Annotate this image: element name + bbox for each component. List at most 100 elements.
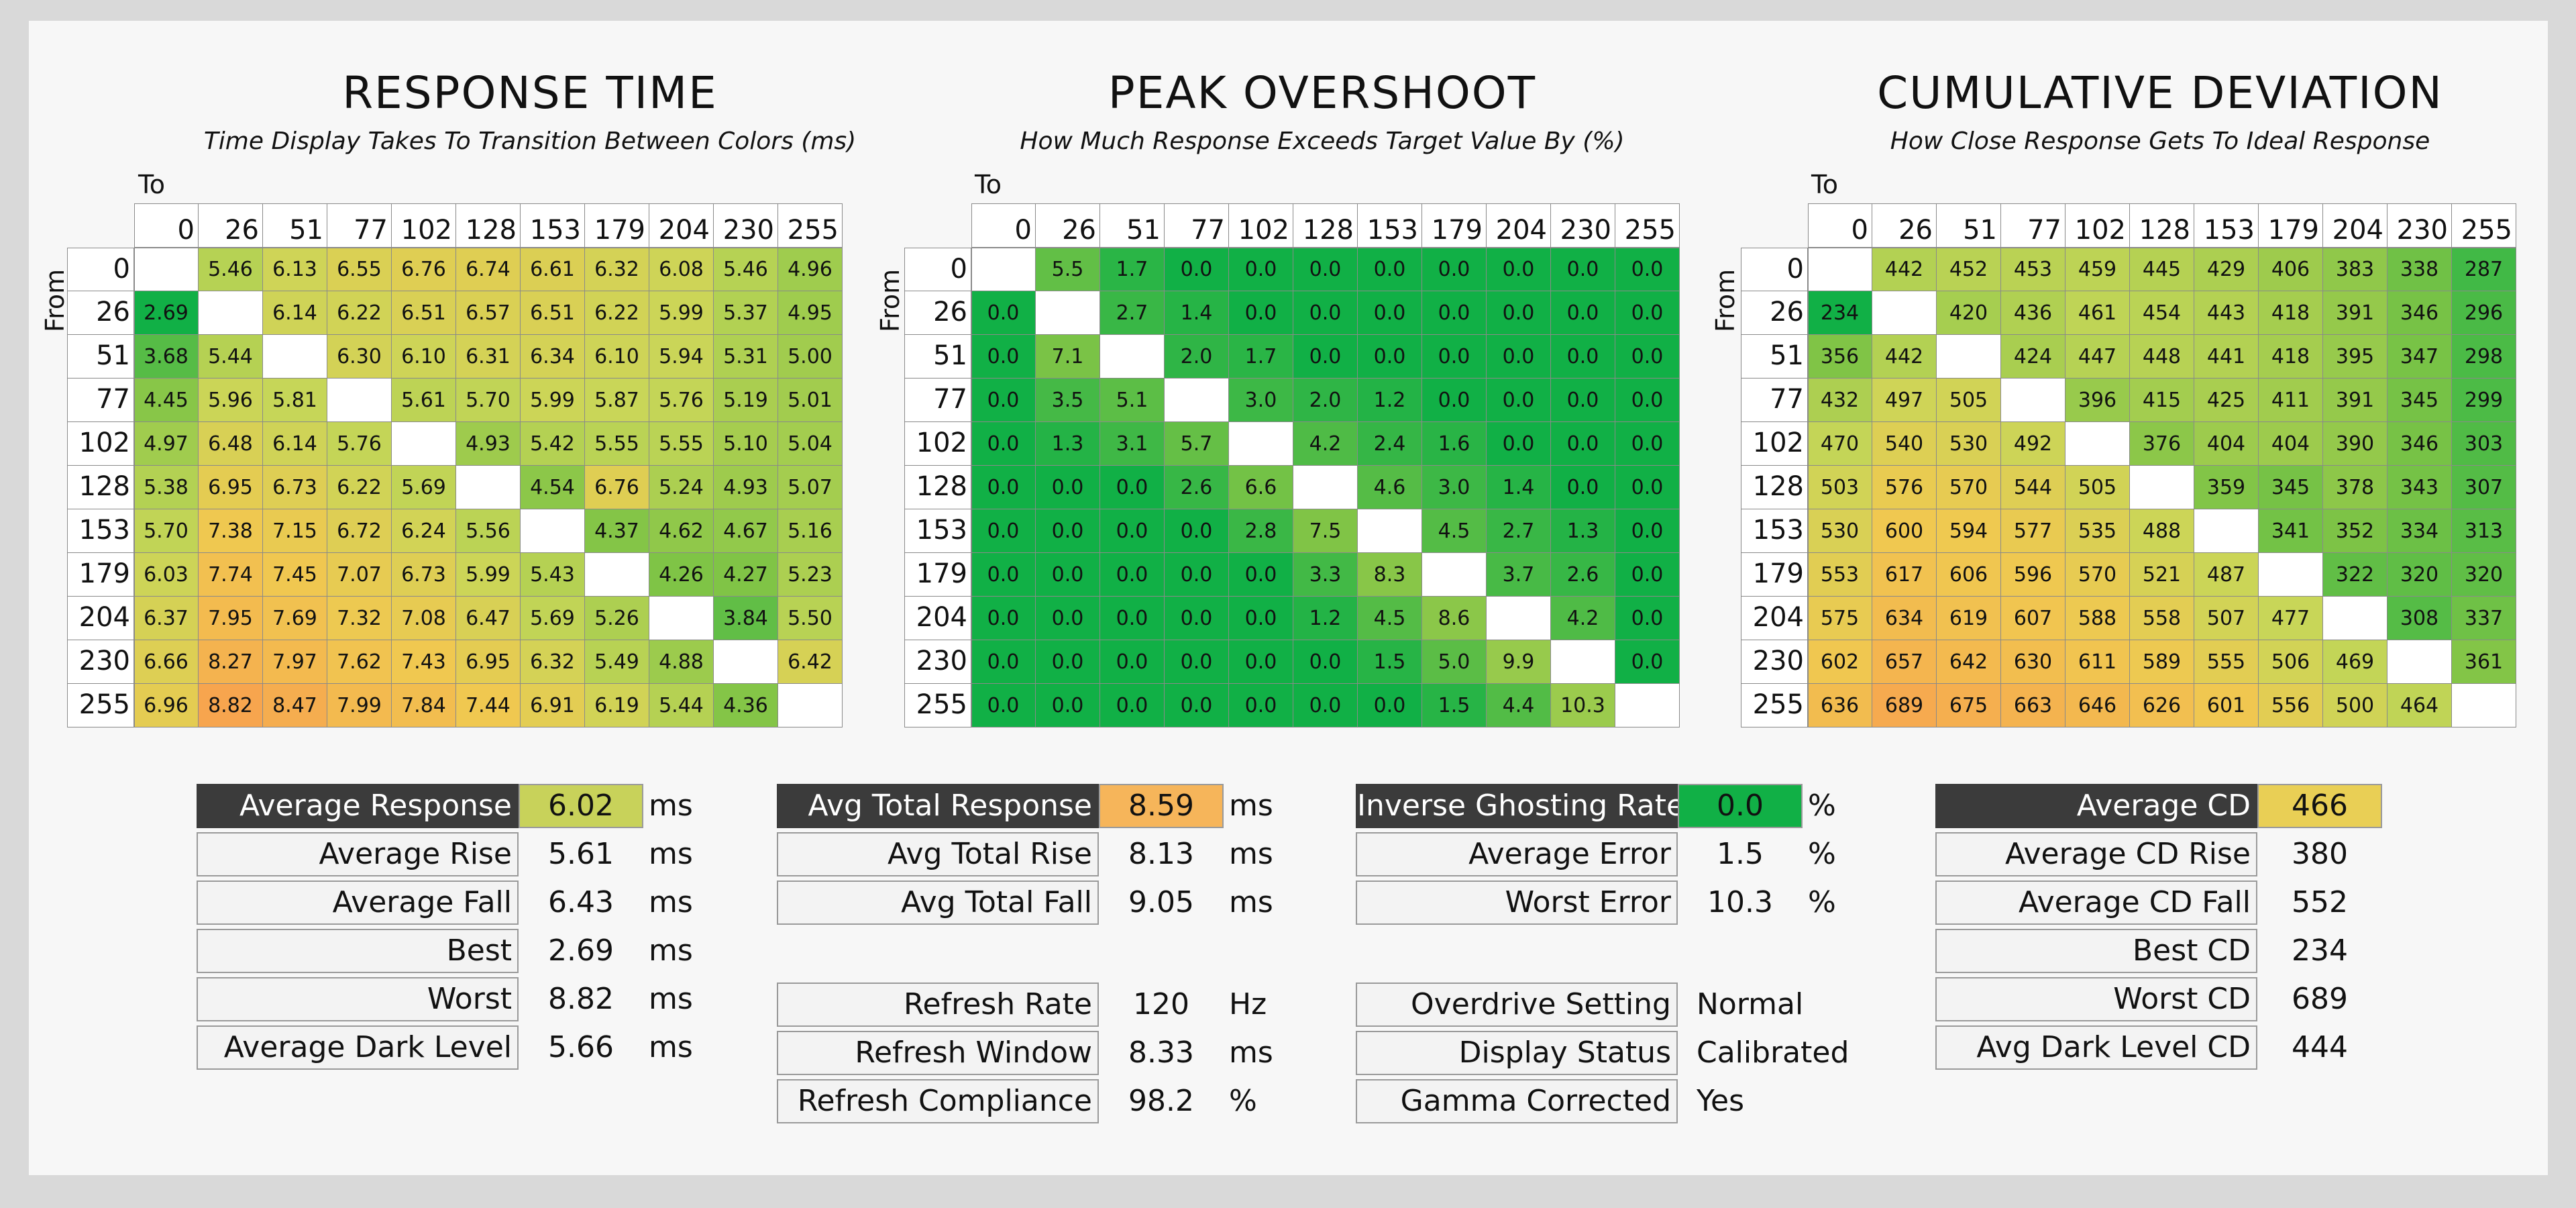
response-time-cell: 4.93 xyxy=(456,422,521,466)
peak-overshoot-cell: 0.0 xyxy=(1615,291,1680,335)
response-time-row-header: 26 xyxy=(67,291,134,335)
response-time-cell: 4.88 xyxy=(649,640,714,684)
cumulative-deviation-cell: 404 xyxy=(2259,422,2323,466)
stat-value: 1.5 xyxy=(1717,837,1764,871)
response-time-cell: 6.32 xyxy=(521,640,585,684)
stat-label: Avg Total Fall xyxy=(777,880,1099,925)
peak-overshoot-cell: 5.5 xyxy=(1036,248,1100,291)
cumulative-deviation-row-header: 153 xyxy=(1741,509,1808,553)
response-time-cell: 5.44 xyxy=(649,684,714,727)
stat-value: 552 xyxy=(2292,885,2348,919)
cumulative-deviation-cell: 334 xyxy=(2387,509,2452,553)
response-time-cell: 4.26 xyxy=(649,553,714,597)
cumulative-deviation-cell: 556 xyxy=(2259,684,2323,727)
stat-row: Average Rise 5.61 ms xyxy=(197,832,706,876)
stat-row: Average Error 1.5% xyxy=(1356,832,1866,876)
stat-row: Average CD 466 xyxy=(1935,784,2445,828)
peak-overshoot-row-header: 255 xyxy=(904,684,971,727)
peak-overshoot-cell: 0.0 xyxy=(1036,640,1100,684)
response-time-cell: 3.84 xyxy=(714,597,778,640)
peak-overshoot-cell: 3.5 xyxy=(1036,379,1100,422)
response-time-cell xyxy=(199,291,263,335)
stat-row: Gamma Corrected Yes xyxy=(1356,1079,1939,1123)
response-time-cell: 5.31 xyxy=(714,335,778,379)
cumulative-deviation-cell: 530 xyxy=(1808,509,1872,553)
cumulative-deviation-cell: 338 xyxy=(2387,248,2452,291)
response-time-cell: 6.34 xyxy=(521,335,585,379)
peak-overshoot-cell: 0.0 xyxy=(1293,684,1358,727)
stat-row: Average Fall 6.43 ms xyxy=(197,880,706,925)
cumulative-deviation-cell: 425 xyxy=(2194,379,2259,422)
response-time-row-header: 153 xyxy=(67,509,134,553)
response-time-cell: 4.96 xyxy=(778,248,843,291)
stat-value: 6.02 xyxy=(519,784,643,828)
peak-overshoot-cell: 0.0 xyxy=(1100,597,1165,640)
cumulative-deviation-cell: 544 xyxy=(2001,466,2065,509)
response-time-cell: 5.43 xyxy=(521,553,585,597)
peak-overshoot-cell: 1.7 xyxy=(1100,248,1165,291)
cumulative-deviation-cell: 506 xyxy=(2259,640,2323,684)
cumulative-deviation-cell: 530 xyxy=(1937,422,2001,466)
stat-row: Inverse Ghosting Rate 0.0% xyxy=(1356,784,1866,828)
response-time-cell: 6.08 xyxy=(649,248,714,291)
cumulative-deviation-cell: 497 xyxy=(1872,379,1937,422)
stat-label: Average Error xyxy=(1356,832,1678,876)
cumulative-deviation-cell: 453 xyxy=(2001,248,2065,291)
peak-overshoot-cell: 0.0 xyxy=(1422,335,1487,379)
cumulative-deviation-cell: 308 xyxy=(2387,597,2452,640)
response-time-row-header: 77 xyxy=(67,379,134,422)
peak-overshoot-cell: 2.4 xyxy=(1358,422,1422,466)
cumulative-deviation-cell: 555 xyxy=(2194,640,2259,684)
cumulative-deviation-cell: 296 xyxy=(2452,291,2516,335)
peak-overshoot-cell: 0.0 xyxy=(1615,466,1680,509)
peak-overshoot-cell: 0.0 xyxy=(1100,553,1165,597)
cumulative-deviation-cell: 601 xyxy=(2194,684,2259,727)
stat-row: Worst CD 689 xyxy=(1935,977,2445,1021)
response-time-cell: 5.37 xyxy=(714,291,778,335)
response-time-cell: 4.67 xyxy=(714,509,778,553)
response-time-cell: 4.45 xyxy=(134,379,199,422)
stat-value: 444 xyxy=(2292,1030,2348,1064)
response-time-row-header: 102 xyxy=(67,422,134,466)
response-time-cell: 5.50 xyxy=(778,597,843,640)
response-time-cell: 6.10 xyxy=(585,335,649,379)
stat-unit: ms xyxy=(1229,1036,1273,1070)
cumulative-deviation-row-header: 102 xyxy=(1741,422,1808,466)
cumulative-deviation-cell: 521 xyxy=(2130,553,2194,597)
cumulative-deviation-cell: 345 xyxy=(2259,466,2323,509)
response-time-cell: 6.95 xyxy=(456,640,521,684)
response-time-col-header: 153 xyxy=(521,203,585,248)
response-time-cell: 6.03 xyxy=(134,553,199,597)
cumulative-deviation-cell: 445 xyxy=(2130,248,2194,291)
stat-value: 5.61 xyxy=(548,837,614,871)
cumulative-deviation-cell: 391 xyxy=(2323,291,2387,335)
cumulative-deviation-cell: 361 xyxy=(2452,640,2516,684)
response-time-subtitle: Time Display Takes To Transition Between… xyxy=(203,128,857,155)
peak-overshoot-cell: 0.0 xyxy=(1551,379,1615,422)
stat-label: Worst CD xyxy=(1935,977,2257,1021)
response-time-cell: 5.55 xyxy=(649,422,714,466)
response-time-cell: 7.69 xyxy=(263,597,327,640)
cumulative-deviation-row-header: 0 xyxy=(1741,248,1808,291)
peak-overshoot-col-header: 230 xyxy=(1551,203,1615,248)
cumulative-deviation-cell: 415 xyxy=(2130,379,2194,422)
response-time-cell: 7.38 xyxy=(199,509,263,553)
response-time-cell: 5.87 xyxy=(585,379,649,422)
peak-overshoot-cell: 3.0 xyxy=(1229,379,1293,422)
cumulative-deviation-cell xyxy=(1937,335,2001,379)
cumulative-deviation-cell: 447 xyxy=(2065,335,2130,379)
peak-overshoot-cell: 0.0 xyxy=(1358,291,1422,335)
response-time-cell xyxy=(649,597,714,640)
stat-label: Average Response xyxy=(197,784,519,828)
cumulative-deviation-cell: 663 xyxy=(2001,684,2065,727)
peak-overshoot-cell: 0.0 xyxy=(1100,509,1165,553)
response-time-cell: 3.68 xyxy=(134,335,199,379)
stat-label: Avg Total Rise xyxy=(777,832,1099,876)
stat-value: 466 xyxy=(2257,784,2382,828)
cumulative-deviation-col-header: 128 xyxy=(2130,203,2194,248)
cumulative-deviation-cell: 404 xyxy=(2194,422,2259,466)
peak-overshoot-cell: 4.2 xyxy=(1551,597,1615,640)
response-time-cell: 6.72 xyxy=(327,509,392,553)
response-time-cell: 7.84 xyxy=(392,684,456,727)
peak-overshoot-cell: 4.5 xyxy=(1422,509,1487,553)
